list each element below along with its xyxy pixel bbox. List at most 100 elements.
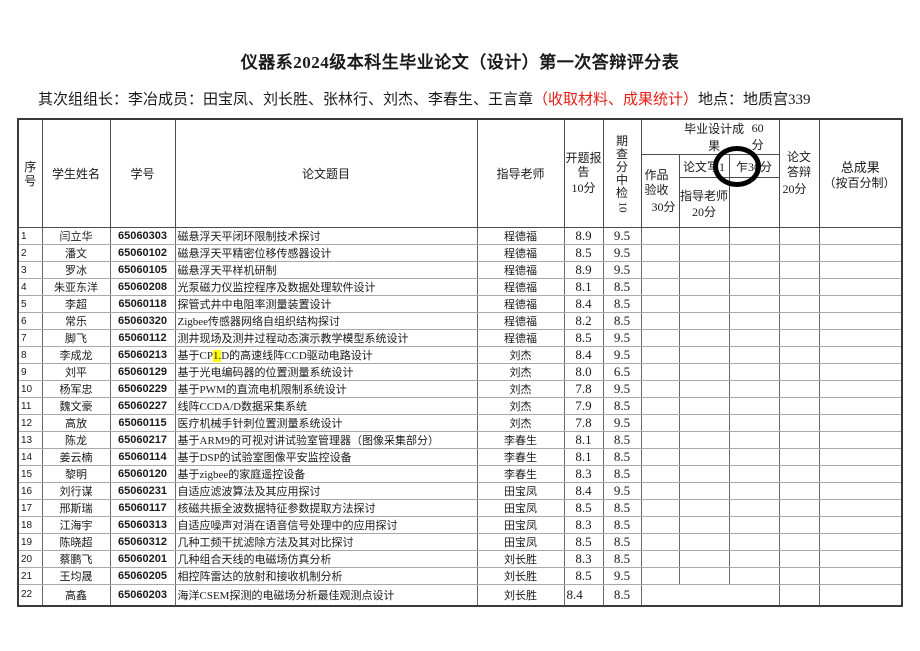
- table-row: 9 刘平 65060129 基于光电编码器的位置测量系统设计 刘杰 8.0 6.5: [17, 363, 903, 381]
- advisor-cell: 程德福: [476, 244, 565, 262]
- midterm-check-score-cell: 8.5: [602, 295, 642, 313]
- work-acceptance-cell: [640, 346, 680, 364]
- midterm-check-score-cell: 9.5: [602, 414, 642, 432]
- total-score-cell: [818, 227, 903, 245]
- row-seq: 14: [17, 448, 43, 466]
- opening-report-score-cell: 8.9: [563, 227, 604, 245]
- midterm-check-score-cell: 6.5: [602, 363, 642, 381]
- defense-score-cell: [778, 567, 820, 585]
- col-header-work-acceptance: 作品验收 30分: [640, 154, 680, 228]
- advisor-cell: 田宝凤: [476, 516, 565, 534]
- work-acceptance-cell: [640, 244, 680, 262]
- work-acceptance-cell: [640, 567, 680, 585]
- writing-reviewer-score-cell: [728, 465, 780, 483]
- row-seq: 8: [17, 346, 43, 364]
- student-id-cell: 65060117: [109, 499, 176, 517]
- work-acceptance-cell: [640, 261, 680, 279]
- row-seq: 17: [17, 499, 43, 517]
- student-id-cell: 65060201: [109, 550, 176, 568]
- advisor-cell: 刘长胜: [476, 567, 565, 585]
- table-row: 20 蔡鹏飞 65060201 几种组合天线的电磁场仿真分析 刘长胜 8.3 8.5: [17, 550, 903, 568]
- total-score-cell: [818, 584, 903, 606]
- writing-advisor-score-cell: [678, 380, 730, 398]
- student-name-cell: 常乐: [41, 312, 111, 330]
- work-acceptance-cell: [640, 380, 680, 398]
- writing-advisor-score-cell: [678, 227, 730, 245]
- midterm-check-score-cell: 9.5: [602, 346, 642, 364]
- writing-reviewer-score-cell: [728, 431, 780, 449]
- student-name-cell: 陈晓超: [41, 533, 111, 551]
- thesis-title-cell: 基于DSP的试验室图像平安监控设备: [174, 448, 478, 466]
- total-score-cell: [818, 465, 903, 483]
- thesis-title-cell: 基于zigbee的家庭遥控设备: [174, 465, 478, 483]
- student-name-cell: 闫立华: [41, 227, 111, 245]
- thesis-title-cell: 光泵磁力仪监控程序及数据处理软件设计: [174, 278, 478, 296]
- advisor-cell: 程德福: [476, 278, 565, 296]
- row-seq: 22: [17, 584, 43, 606]
- work-acceptance-cell: [640, 227, 680, 245]
- student-name-cell: 李成龙: [41, 346, 111, 364]
- writing-advisor-score-cell: [678, 261, 730, 279]
- thesis-title-cell: 线阵CCDA/D数据采集系统: [174, 397, 478, 415]
- advisor-cell: 刘杰: [476, 380, 565, 398]
- work-acceptance-cell: [640, 533, 680, 551]
- writing-advisor-score-cell: [678, 465, 730, 483]
- opening-report-score-cell: 8.4: [563, 584, 604, 606]
- writing-reviewer-score-cell: [728, 516, 780, 534]
- advisor-cell: 程德福: [476, 312, 565, 330]
- work-acceptance-cell: [640, 431, 680, 449]
- student-id-cell: 65060227: [109, 397, 176, 415]
- student-name-cell: 脚飞: [41, 329, 111, 347]
- writing-reviewer-score-cell: [728, 227, 780, 245]
- thesis-title-cell: 核磁共振全波数据特征参数提取方法探讨: [174, 499, 478, 517]
- total-score-cell: [818, 346, 903, 364]
- writing-reviewer-score-cell: [728, 329, 780, 347]
- row-seq: 21: [17, 567, 43, 585]
- total-score-cell: [818, 278, 903, 296]
- midterm-check-score-cell: 8.5: [602, 550, 642, 568]
- grad-result-empty-cell: [640, 584, 780, 606]
- work-acceptance-cell: [640, 499, 680, 517]
- student-id-cell: 65060208: [109, 278, 176, 296]
- work-acceptance-cell: [640, 363, 680, 381]
- table-row: 15 黎明 65060120 基于zigbee的家庭遥控设备 李春生 8.3 8.5: [17, 465, 903, 483]
- defense-score-cell: [778, 244, 820, 262]
- defense-score-cell: [778, 329, 820, 347]
- writing-advisor-score-cell: [678, 550, 730, 568]
- opening-report-score-cell: 8.4: [563, 295, 604, 313]
- midterm-check-score-cell: 8.5: [602, 533, 642, 551]
- table-row: 4 朱亚东洋 65060208 光泵磁力仪监控程序及数据处理软件设计 程德福 8.1 8.5: [17, 278, 903, 296]
- student-id-cell: 65060217: [109, 431, 176, 449]
- student-name-cell: 刘平: [41, 363, 111, 381]
- midterm-check-score-cell: 9.5: [602, 329, 642, 347]
- student-name-cell: 高鑫: [41, 584, 111, 606]
- work-acceptance-cell: [640, 414, 680, 432]
- advisor-cell: 程德福: [476, 227, 565, 245]
- table-row: 12 高放 65060115 医疗机械手针刺位置测量系统设计 刘杰 7.8 9.5: [17, 414, 903, 432]
- table-row: 8 李成龙 65060213 基于CP1.D的高速线阵CCD驱动电路设计 刘杰 8.4 9.…: [17, 346, 903, 364]
- defense-score-cell: [778, 295, 820, 313]
- writing-reviewer-score-cell: [728, 295, 780, 313]
- advisor-cell: 程德福: [476, 261, 565, 279]
- defense-score-cell: [778, 533, 820, 551]
- table-row: 18 江海宇 65060313 自适应噪声对消在语音信号处理中的应用探讨 田宝凤 8.3 8…: [17, 516, 903, 534]
- defense-score-cell: [778, 414, 820, 432]
- advisor-cell: 程德福: [476, 329, 565, 347]
- group-info-line: 其次组组长：李冶成员：田宝凤、刘长胜、张林行、刘杰、李春生、王言章（收取材料、成…: [38, 88, 898, 109]
- row-seq: 1: [17, 227, 43, 245]
- opening-report-score-cell: 8.5: [563, 533, 604, 551]
- midterm-check-score-cell: 9.5: [602, 227, 642, 245]
- defense-score-cell: [778, 363, 820, 381]
- student-name-cell: 魏文豪: [41, 397, 111, 415]
- writing-advisor-score-cell: [678, 346, 730, 364]
- student-name-cell: 蔡鹏飞: [41, 550, 111, 568]
- defense-score-cell: [778, 278, 820, 296]
- handwritten-oval-mark: [713, 146, 761, 187]
- defense-score-cell: [778, 261, 820, 279]
- group-duty-note: （收取材料、成果统计）: [533, 92, 699, 108]
- work-acceptance-cell: [640, 312, 680, 330]
- midterm-check-score-cell: 9.5: [602, 244, 642, 262]
- midterm-check-score-cell: 9.5: [602, 380, 642, 398]
- col-header-advisor: 指导老师: [476, 118, 565, 228]
